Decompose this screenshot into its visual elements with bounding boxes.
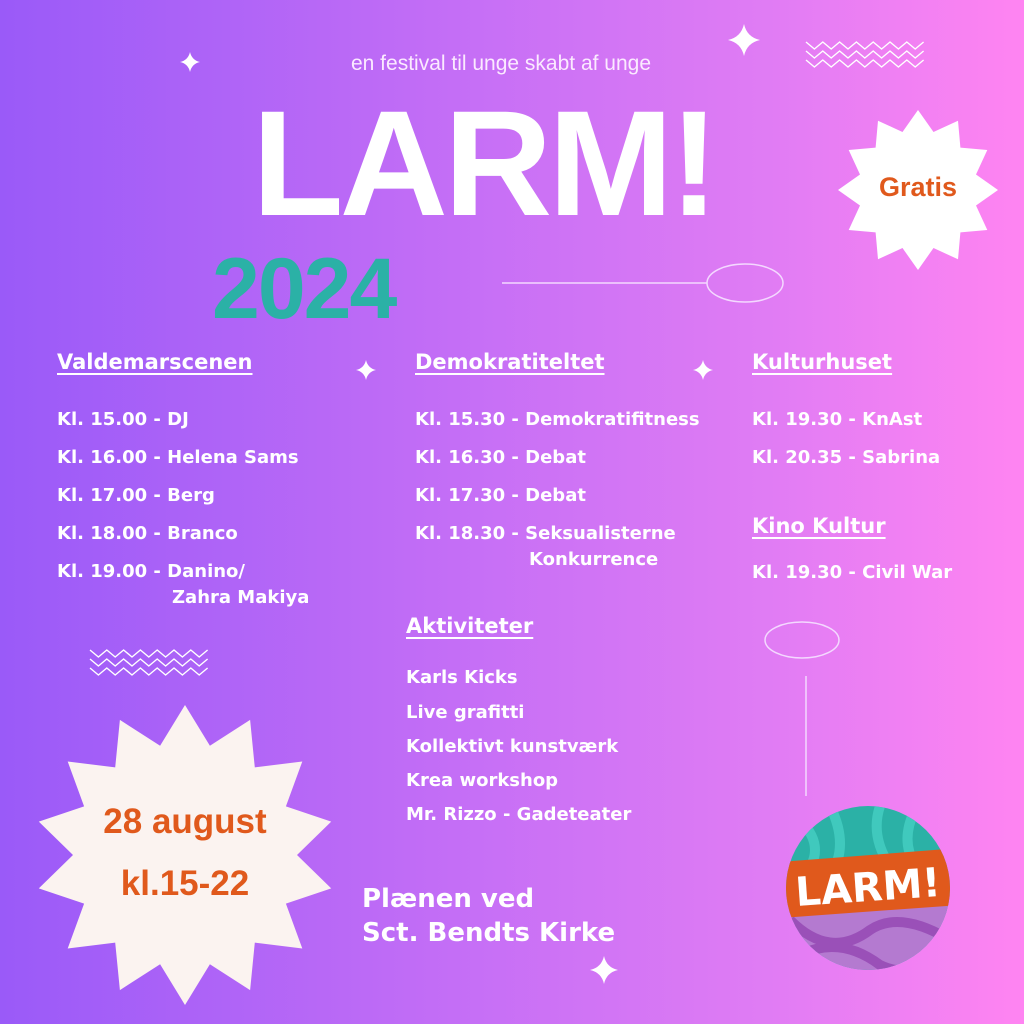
schedule-item: Kl. 16.30 - Debat xyxy=(415,447,586,468)
tagline: en festival til unge skabt af unge xyxy=(350,52,652,75)
sparkle-icon xyxy=(180,52,200,72)
date-starburst xyxy=(38,705,332,1005)
zigzag-decoration xyxy=(89,667,209,676)
venue-heading-kulturhuset: Kulturhuset xyxy=(752,350,893,374)
event-time: kl.15-22 xyxy=(120,864,250,903)
festival-title: LARM! xyxy=(252,79,719,247)
ring-decoration xyxy=(764,621,840,659)
free-badge-text: Gratis xyxy=(878,172,958,202)
sparkle-icon xyxy=(356,360,376,380)
schedule-item: Kl. 16.00 - Helena Sams xyxy=(57,447,299,468)
venue-heading-demokratiteltet: Demokratiteltet xyxy=(415,350,605,374)
activity-item: Krea workshop xyxy=(406,770,559,791)
schedule-item: Kl. 17.30 - Debat xyxy=(415,485,586,506)
event-location: Plænen ved Sct. Bendts Kirke xyxy=(362,882,615,950)
activity-item: Live grafitti xyxy=(406,702,525,723)
event-date: 28 august xyxy=(103,802,267,841)
activities-heading: Aktiviteter xyxy=(406,614,534,638)
schedule-item-continued: Konkurrence xyxy=(529,549,659,570)
schedule-item: Kl. 15.00 - DJ xyxy=(57,409,189,430)
sparkle-icon xyxy=(693,360,713,380)
zigzag-decoration xyxy=(89,649,209,658)
zigzag-decoration xyxy=(805,59,925,68)
ring-decoration xyxy=(706,263,784,303)
sparkle-icon xyxy=(590,956,618,984)
activity-item: Kollektivt kunstværk xyxy=(406,736,619,757)
schedule-item: Kl. 17.00 - Berg xyxy=(57,485,215,506)
zigzag-decoration xyxy=(89,658,209,667)
schedule-item: Kl. 15.30 - Demokratifitness xyxy=(415,409,700,430)
schedule-item: Kl. 18.00 - Branco xyxy=(57,523,238,544)
schedule-item: Kl. 18.30 - Seksualisterne xyxy=(415,523,676,544)
schedule-item-continued: Zahra Makiya xyxy=(172,587,310,608)
venue-heading-valdemarscenen: Valdemarscenen xyxy=(57,350,253,374)
schedule-item: Kl. 20.35 - Sabrina xyxy=(752,447,941,468)
zigzag-decoration xyxy=(805,50,925,59)
activity-item: Karls Kicks xyxy=(406,667,518,688)
location-line-2: Sct. Bendts Kirke xyxy=(362,918,616,948)
sparkle-icon xyxy=(728,24,760,56)
venue-heading-kino-kultur: Kino Kultur xyxy=(752,514,886,538)
zigzag-decoration xyxy=(805,41,925,50)
schedule-item: Kl. 19.00 - Danino/ xyxy=(57,561,245,582)
festival-year: 2024 xyxy=(212,241,397,337)
location-line-1: Plænen ved xyxy=(362,884,535,914)
larm-logo: LARM! xyxy=(786,806,950,970)
gratis-starburst xyxy=(838,110,998,270)
activity-item: Mr. Rizzo - Gadeteater xyxy=(406,804,632,825)
schedule-item: Kl. 19.30 - Civil War xyxy=(752,562,953,583)
schedule-item: Kl. 19.30 - KnAst xyxy=(752,409,923,430)
logo-text: LARM! xyxy=(794,860,942,916)
